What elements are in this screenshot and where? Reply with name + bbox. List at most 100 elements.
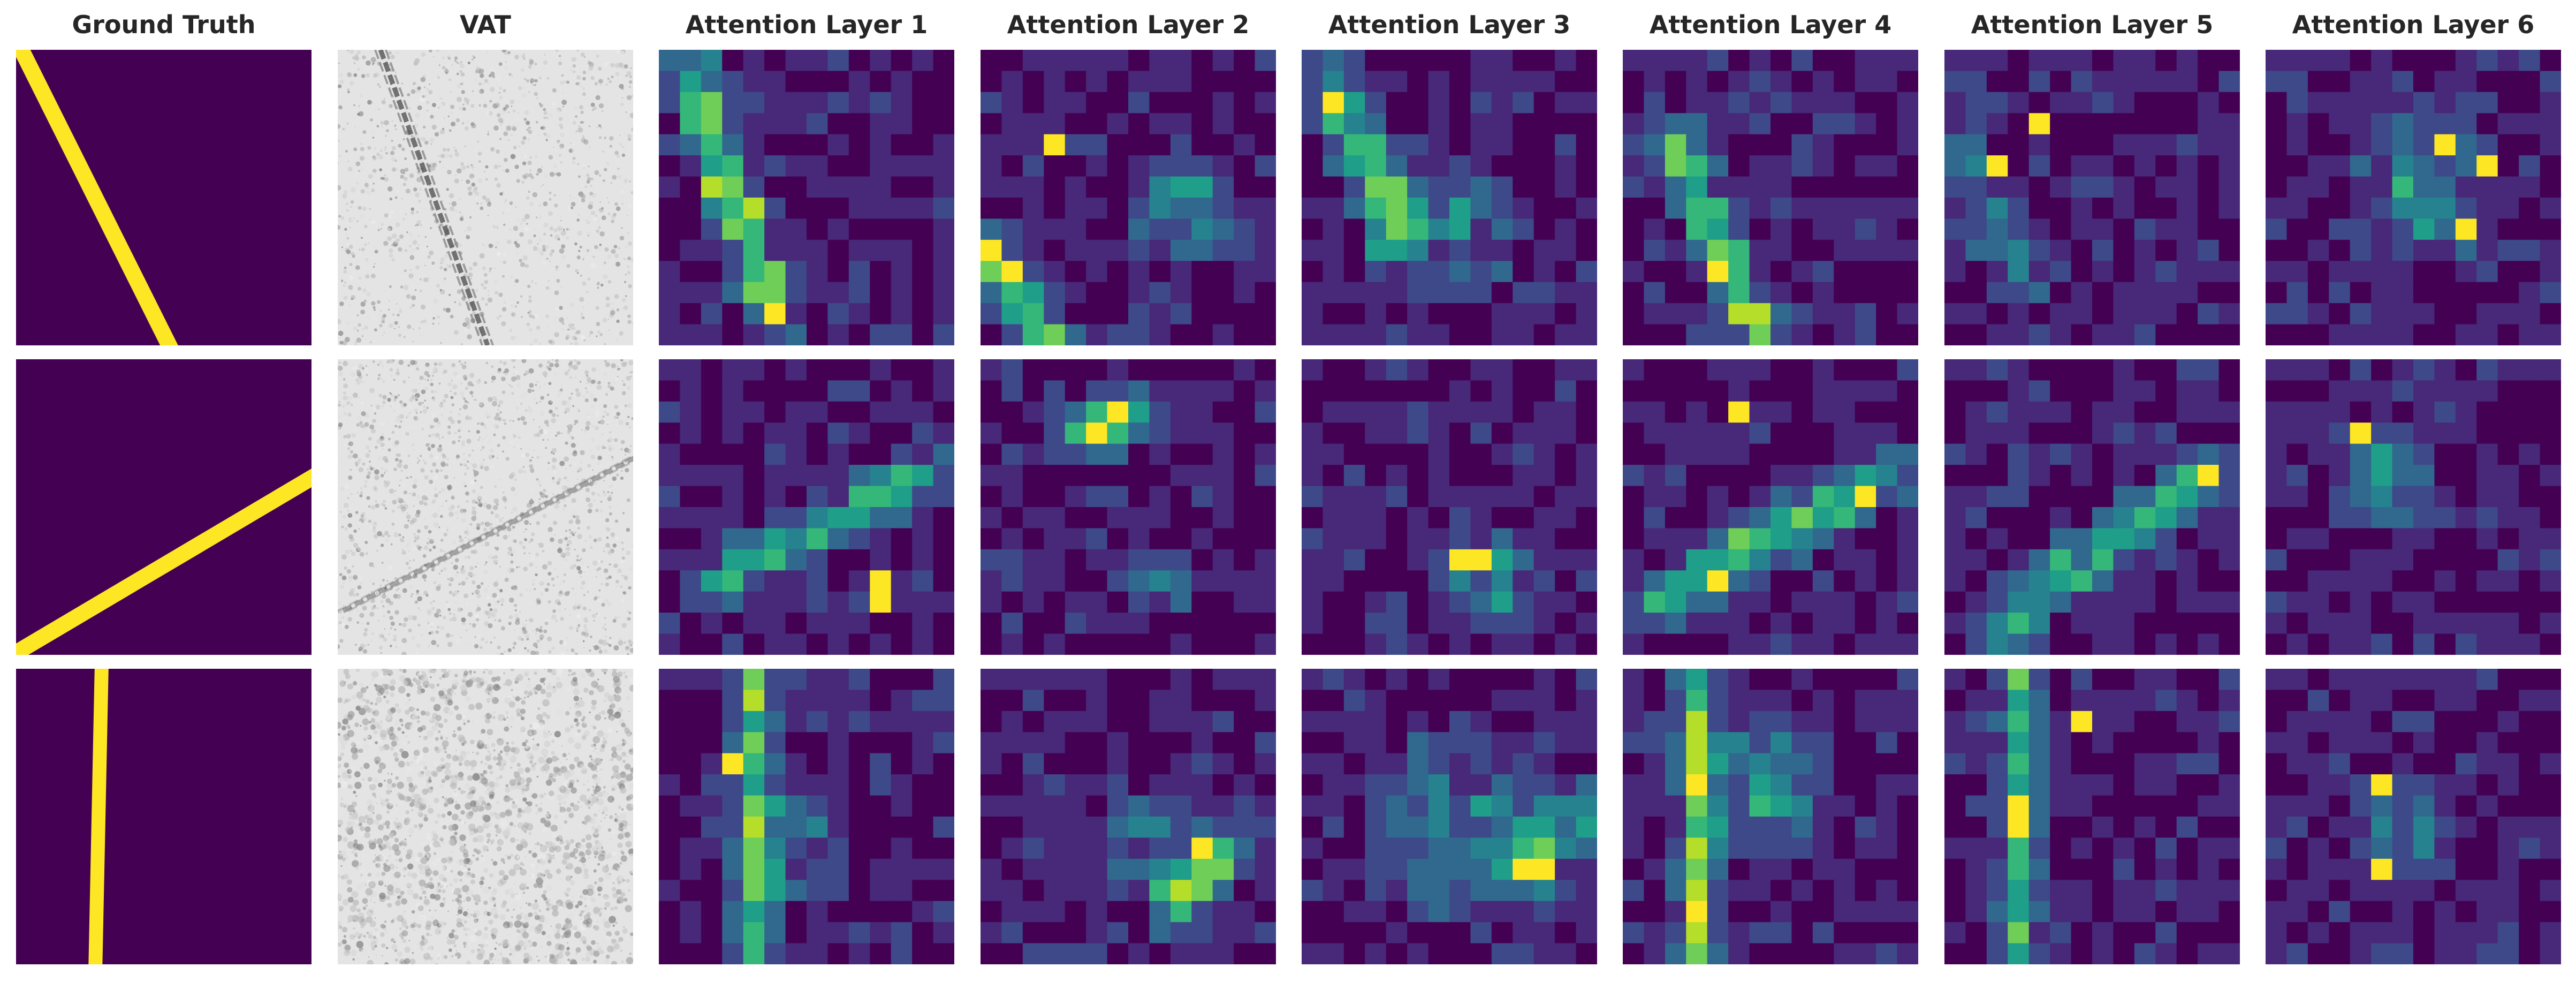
heatmap-cell [2028, 880, 2050, 902]
heatmap-cell [2519, 732, 2541, 754]
heatmap-cell [701, 795, 723, 817]
heatmap-cell [1001, 837, 1023, 859]
heatmap-cell [1812, 943, 1834, 964]
heatmap-cell [1428, 774, 1450, 796]
heatmap-cell [1449, 858, 1471, 880]
heatmap-cell [1323, 134, 1344, 156]
heatmap-cell [2134, 465, 2156, 487]
heatmap-cell [1170, 817, 1192, 839]
heatmap-cell [1234, 549, 1256, 571]
heatmap-cell [1707, 901, 1729, 923]
heatmap-cell [1449, 155, 1471, 177]
heatmap-cell [2413, 570, 2435, 592]
heatmap-cell [870, 817, 892, 839]
heatmap-cell [1965, 690, 1987, 712]
heatmap-cell [1686, 261, 1708, 283]
heatmap-cell [2266, 324, 2288, 345]
heatmap-cell [1791, 486, 1813, 508]
heatmap-cell [2176, 92, 2198, 114]
heatmap-cell [2008, 422, 2030, 444]
heatmap-cell [848, 774, 870, 796]
heatmap-cell [2071, 690, 2093, 712]
heatmap-cell [1212, 837, 1234, 859]
heatmap-cell [1255, 359, 1276, 381]
heatmap-cell [701, 465, 723, 487]
heatmap-cell [722, 92, 744, 114]
heatmap-cell [1386, 239, 1408, 261]
ground-truth-line [16, 50, 178, 345]
heatmap-cell [1686, 380, 1708, 402]
heatmap-cell [912, 359, 934, 381]
heatmap-cell [1234, 422, 1256, 444]
heatmap-cell [1302, 711, 1324, 732]
heatmap-cell [2371, 486, 2393, 508]
heatmap-cell [1665, 176, 1686, 198]
heatmap-cell [1428, 837, 1450, 859]
heatmap-cell [1986, 324, 2008, 345]
heatmap-cell [2329, 50, 2351, 72]
heatmap-cell [981, 359, 1002, 381]
heatmap-cell [1665, 774, 1686, 796]
heatmap-cell [827, 113, 849, 135]
heatmap-cell [2050, 303, 2072, 325]
heatmap-cell [1623, 922, 1645, 944]
heatmap-cell [1044, 486, 1066, 508]
heatmap-cell [1707, 303, 1729, 325]
heatmap-cell [848, 218, 870, 240]
heatmap-cell [1386, 359, 1408, 381]
heatmap-cell [1128, 324, 1150, 345]
heatmap-cell [1086, 549, 1108, 571]
heatmap-cell [1665, 422, 1686, 444]
heatmap-cell [1686, 50, 1708, 72]
heatmap-cell [1965, 176, 1987, 198]
heatmap-cell [2371, 176, 2393, 198]
heatmap-cell [1533, 71, 1555, 93]
heatmap-cell [2198, 198, 2220, 220]
heatmap-cell [1855, 401, 1876, 423]
heatmap-cell [1491, 282, 1513, 304]
heatmap-cell [1323, 261, 1344, 283]
heatmap-cell [807, 422, 829, 444]
heatmap-cell [1428, 486, 1450, 508]
heatmap-cell [2540, 176, 2561, 198]
heatmap-cell [891, 690, 913, 712]
heatmap-cell [2071, 92, 2093, 114]
heatmap-cell [2286, 261, 2308, 283]
heatmap-cell [1770, 591, 1792, 613]
heatmap-cell [827, 711, 849, 732]
heatmap-cell [848, 155, 870, 177]
heatmap-cell [2476, 282, 2498, 304]
heatmap-cell [1707, 401, 1729, 423]
heatmap-cell [891, 380, 913, 402]
heatmap-cell [1386, 261, 1408, 283]
heatmap-cell [1686, 837, 1708, 859]
heatmap-cell [1044, 465, 1066, 487]
heatmap-cell [1576, 901, 1597, 923]
heatmap-cell [1876, 591, 1898, 613]
heatmap-cell [1428, 113, 1450, 135]
heatmap-cell [2497, 795, 2519, 817]
heatmap-cell [848, 176, 870, 198]
heatmap-cell [2371, 753, 2393, 775]
heatmap-cell [1644, 198, 1666, 220]
heatmap-cell [2028, 176, 2050, 198]
heatmap-cell [1044, 613, 1066, 634]
heatmap-cell [2371, 198, 2393, 220]
heatmap-cell [764, 774, 786, 796]
heatmap-cell [2092, 570, 2114, 592]
heatmap-cell [722, 465, 744, 487]
heatmap-cell [1686, 239, 1708, 261]
heatmap-cell [1665, 282, 1686, 304]
heatmap-cell [1834, 774, 1856, 796]
heatmap-cell [1749, 422, 1771, 444]
heatmap-cell [1149, 528, 1171, 550]
heatmap-cell [1876, 817, 1898, 839]
heatmap-cell [659, 507, 681, 529]
heatmap-cell [2540, 507, 2561, 529]
heatmap-cell [1449, 282, 1471, 304]
heatmap-cell [2071, 176, 2093, 198]
heatmap-cell [1001, 753, 1023, 775]
heatmap-cell [827, 465, 849, 487]
heatmap-cell [1749, 401, 1771, 423]
heatmap-cell [1965, 570, 1987, 592]
